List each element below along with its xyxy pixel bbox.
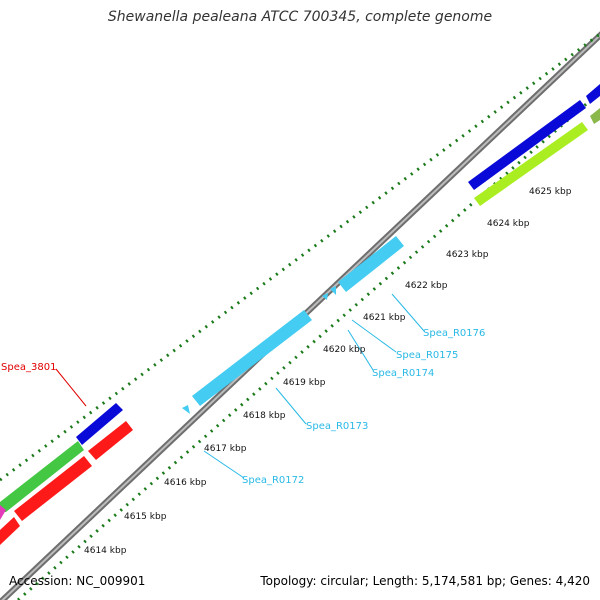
tick-label: 4618 kbp	[243, 411, 286, 421]
cds-outer-magenta-left	[0, 505, 6, 520]
tick-label: 4621 kbp	[363, 313, 406, 323]
leader-lines	[55, 293, 425, 479]
outer-tick-ring	[0, 32, 600, 482]
tick-label-group: 4614 kbp 4615 kbp 4616 kbp 4617 kbp 4618…	[84, 187, 572, 556]
gene-label-group: Spea_3801 Spea_R0172 Spea_R0173 Spea_R01…	[1, 328, 485, 486]
tick-label: 4622 kbp	[405, 281, 448, 291]
genome-summary-text: Topology: circular; Length: 5,174,581 bp…	[260, 574, 590, 588]
cds-outer-blue-far-right	[586, 84, 600, 104]
cds-outer-blue-right	[468, 100, 586, 190]
leader-spea-r0175	[351, 319, 397, 353]
rrna-spea-r0176	[338, 236, 404, 292]
gene-label-spea-r0172: Spea_R0172	[242, 475, 304, 486]
tick-label: 4620 kbp	[323, 345, 366, 355]
rrna-spea-r0173	[192, 310, 312, 406]
leader-spea-3801	[55, 368, 87, 407]
genome-backbone	[0, 31, 600, 600]
leader-spea-r0174	[347, 329, 374, 371]
cds-outer-green-left	[0, 441, 84, 512]
map-title: Shewanella pealeana ATCC 700345, complet…	[107, 9, 493, 25]
cds-outer-blue-left	[76, 403, 123, 445]
rrna-spea-r0172	[182, 405, 190, 414]
accession-text: Accession: NC_009901	[9, 574, 146, 588]
gene-label-spea-3801: Spea_3801	[1, 362, 56, 373]
tick-label: 4616 kbp	[164, 478, 207, 488]
cds-inner-lime-right	[474, 122, 588, 206]
tick-label: 4624 kbp	[487, 219, 530, 229]
cds-inner-red-2	[88, 421, 133, 460]
cds-inner-red-1	[14, 456, 92, 521]
cds-inner-gray-right	[590, 108, 600, 124]
tick-label: 4623 kbp	[446, 250, 489, 260]
leader-spea-r0176	[391, 293, 425, 332]
leader-spea-r0172	[203, 450, 245, 479]
cds-inner-red-3	[0, 517, 20, 545]
rrna-spea-r0175	[330, 286, 336, 295]
rrna-spea-r0174	[322, 293, 328, 300]
tick-label: 4615 kbp	[124, 512, 167, 522]
gene-label-spea-r0176: Spea_R0176	[423, 328, 485, 339]
gene-label-spea-r0175: Spea_R0175	[396, 350, 458, 361]
leader-spea-r0173	[275, 387, 307, 425]
gene-label-spea-r0173: Spea_R0173	[306, 421, 368, 432]
gene-label-spea-r0174: Spea_R0174	[372, 368, 434, 379]
inner-tick-ring	[17, 90, 600, 600]
tick-label: 4614 kbp	[84, 546, 127, 556]
tick-label: 4619 kbp	[283, 378, 326, 388]
tick-label: 4617 kbp	[204, 444, 247, 454]
tick-label: 4625 kbp	[529, 187, 572, 197]
